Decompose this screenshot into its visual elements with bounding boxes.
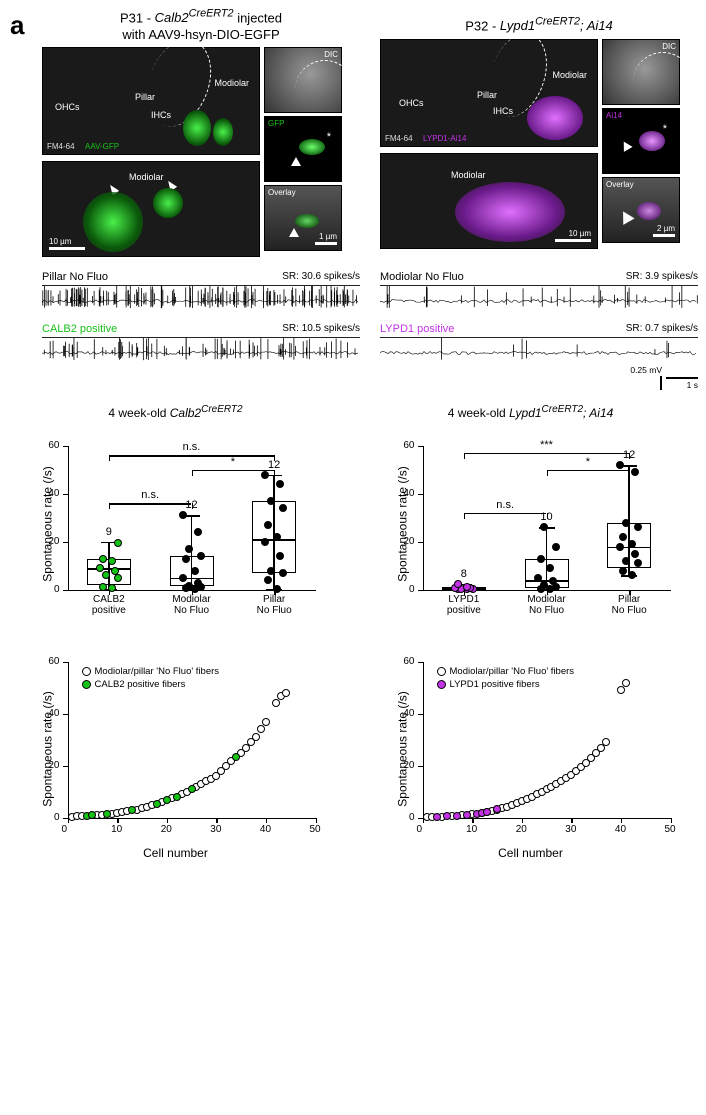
arrowhead-icon bbox=[289, 228, 299, 237]
label-fm464: FM4-64 bbox=[47, 142, 75, 151]
trace-pillar-nofluo bbox=[42, 285, 360, 311]
left-column: P31 - Calb2CreERT2 injected with AAV9-hs… bbox=[42, 8, 360, 257]
label-overlay: Overlay bbox=[268, 188, 296, 197]
micrograph-row: P31 - Calb2CreERT2 injected with AAV9-hs… bbox=[42, 8, 698, 257]
thumb-dic: DIC bbox=[602, 39, 680, 105]
thumb-overlay: Overlay 1 µm bbox=[264, 185, 342, 251]
boxplot-row: 4 week-old Calb2CreERT2 Spontaneous rate… bbox=[8, 390, 698, 624]
left-scatter-col: Spontaneous rate (/s) 020406001020304050… bbox=[8, 654, 343, 860]
thumb-overlay: Overlay 2 µm bbox=[602, 177, 680, 243]
scatter-row: Spontaneous rate (/s) 020406001020304050… bbox=[8, 654, 698, 860]
label-modiolar: Modiolar bbox=[214, 78, 249, 88]
label-dic: DIC bbox=[324, 50, 338, 59]
thumb-gfp: GFP * bbox=[264, 116, 342, 182]
left-box-title: 4 week-old Calb2CreERT2 bbox=[8, 404, 343, 420]
right-micrographs: OHCs Pillar IHCs Modiolar FM4-64 LYPD1-A… bbox=[380, 39, 698, 249]
left-micrographs: OHCs Pillar IHCs Modiolar FM4-64 AAV-GFP… bbox=[42, 47, 360, 257]
trace-modiolar-nofluo bbox=[380, 285, 698, 311]
trace-calb2-pos bbox=[42, 337, 360, 363]
label-ohcs: OHCs bbox=[399, 98, 424, 108]
trace2-title: CALB2 positive SR: 10.5 spikes/s bbox=[42, 323, 360, 335]
arrowhead-icon bbox=[291, 157, 301, 166]
asterisk-marker: * bbox=[327, 131, 331, 143]
right-traces: Modiolar No Fluo SR: 3.9 spikes/s LYPD1 … bbox=[380, 271, 698, 390]
label-reporter: LYPD1-Ai14 bbox=[423, 134, 466, 143]
trace2-title: LYPD1 positive SR: 0.7 spikes/s bbox=[380, 323, 698, 335]
y-axis-label: Spontaneous rate (/s) bbox=[40, 466, 54, 581]
right-boxplot: Spontaneous rate (/s) 02040608LYPD1posit… bbox=[381, 424, 681, 624]
trace-lypd1-pos bbox=[380, 337, 698, 363]
right-scatter-col: Spontaneous rate (/s) 020406001020304050… bbox=[363, 654, 698, 860]
scale-label: 2 µm bbox=[657, 224, 675, 233]
trace-scalebar: 0.25 mV 1 s bbox=[380, 365, 698, 390]
dashed-outline bbox=[633, 52, 693, 112]
fluor-blob bbox=[83, 192, 143, 252]
scale-bar bbox=[555, 239, 591, 242]
right-micro-main: OHCs Pillar IHCs Modiolar FM4-64 LYPD1-A… bbox=[380, 39, 598, 147]
dashed-outline bbox=[295, 60, 355, 120]
trace1-title: Modiolar No Fluo SR: 3.9 spikes/s bbox=[380, 271, 698, 283]
fluor-blob bbox=[455, 182, 565, 242]
scale-hbar bbox=[666, 377, 698, 379]
thumb-ai14: Ai14 * bbox=[602, 108, 680, 174]
figure-panel-a: a P31 - Calb2CreERT2 injected with AAV9-… bbox=[8, 8, 698, 860]
scale-bar bbox=[49, 247, 85, 250]
scale-label: 1 µm bbox=[319, 232, 337, 241]
label-gfp: GFP bbox=[268, 119, 284, 128]
scale-label: 10 µm bbox=[49, 237, 71, 246]
label-modiolar-2: Modiolar bbox=[129, 172, 164, 182]
right-box-title: 4 week-old Lypd1CreERT2; Ai14 bbox=[363, 404, 698, 420]
label-ai14: Ai14 bbox=[606, 111, 622, 120]
left-boxplot-col: 4 week-old Calb2CreERT2 Spontaneous rate… bbox=[8, 390, 343, 624]
left-micro-main: OHCs Pillar IHCs Modiolar FM4-64 AAV-GFP bbox=[42, 47, 260, 155]
label-modiolar-2: Modiolar bbox=[451, 170, 486, 180]
asterisk-marker: * bbox=[663, 123, 667, 135]
fluor-blob bbox=[637, 202, 661, 220]
y-axis-label: Spontaneous rate (/s) bbox=[395, 466, 409, 581]
arrowhead-icon bbox=[619, 139, 632, 152]
scale-vbar bbox=[660, 376, 662, 390]
label-modiolar: Modiolar bbox=[552, 70, 587, 80]
scale-label: 10 µm bbox=[569, 229, 591, 238]
label-dic: DIC bbox=[662, 42, 676, 51]
arrowhead-icon bbox=[617, 208, 634, 225]
trace1-title: Pillar No Fluo SR: 30.6 spikes/s bbox=[42, 271, 360, 283]
x-axis-label: Cell number bbox=[363, 846, 698, 860]
right-scatter: Spontaneous rate (/s) 020406001020304050… bbox=[381, 654, 681, 844]
right-micro-below: Modiolar 10 µm bbox=[380, 153, 598, 249]
thumb-dic: DIC bbox=[264, 47, 342, 113]
scale-bar bbox=[653, 234, 675, 237]
label-overlay: Overlay bbox=[606, 180, 634, 189]
fluor-blob bbox=[213, 118, 233, 146]
right-title: P32 - Lypd1CreERT2; Ai14 bbox=[380, 8, 698, 35]
fluor-blob bbox=[153, 188, 183, 218]
right-boxplot-col: 4 week-old Lypd1CreERT2; Ai14 Spontaneou… bbox=[363, 390, 698, 624]
right-column: P32 - Lypd1CreERT2; Ai14 OHCs Pillar IHC… bbox=[380, 8, 698, 257]
left-title: P31 - Calb2CreERT2 injected with AAV9-hs… bbox=[42, 8, 360, 43]
x-axis-label: Cell number bbox=[8, 846, 343, 860]
trace-row: Pillar No Fluo SR: 30.6 spikes/s CALB2 p… bbox=[42, 271, 698, 390]
label-fm464: FM4-64 bbox=[385, 134, 413, 143]
left-micro-below: Modiolar 10 µm bbox=[42, 161, 260, 257]
fluor-blob bbox=[639, 131, 665, 151]
fluor-blob bbox=[299, 139, 325, 155]
left-scatter: Spontaneous rate (/s) 020406001020304050… bbox=[26, 654, 326, 844]
label-reporter: AAV-GFP bbox=[85, 142, 119, 151]
label-ohcs: OHCs bbox=[55, 102, 80, 112]
scale-bar bbox=[315, 242, 337, 245]
fluor-blob bbox=[527, 96, 583, 140]
panel-label: a bbox=[10, 10, 24, 41]
fluor-blob bbox=[295, 214, 319, 228]
fluor-blob bbox=[183, 110, 211, 146]
left-traces: Pillar No Fluo SR: 30.6 spikes/s CALB2 p… bbox=[42, 271, 360, 390]
left-boxplot: Spontaneous rate (/s) 02040609CALB2posit… bbox=[26, 424, 326, 624]
